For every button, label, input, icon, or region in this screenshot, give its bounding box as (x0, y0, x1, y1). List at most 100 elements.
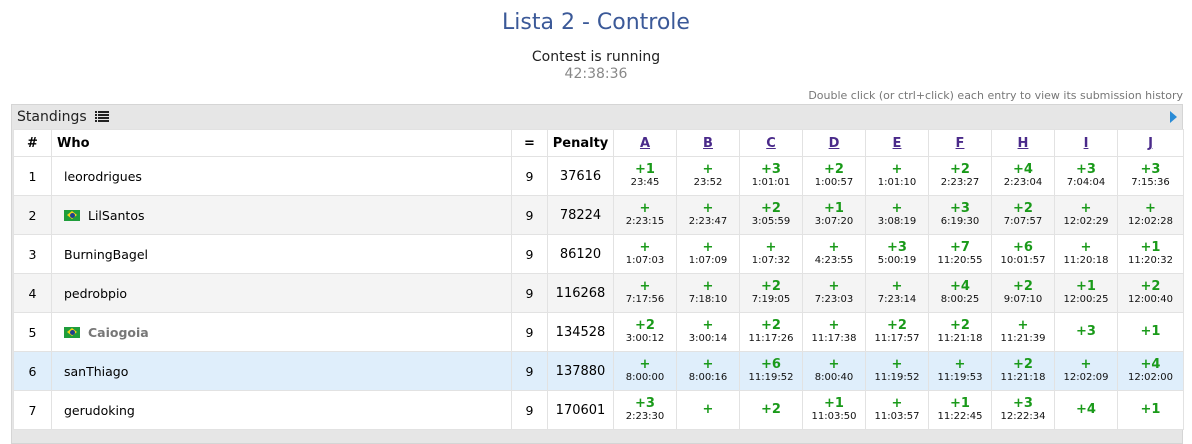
problem-cell[interactable]: +7:23:14 (865, 273, 929, 313)
col-problem-f[interactable]: F (928, 129, 992, 157)
arrow-right-icon[interactable] (1170, 111, 1177, 123)
table-row[interactable]: 2 LilSantos 9 78224 +2:23:15 +2:23:47 +2 3:05:5… (13, 195, 1184, 235)
problem-cell[interactable]: +3 6:19:30 (928, 195, 992, 235)
problem-cell[interactable]: +2 9:07:10 (991, 273, 1055, 313)
table-row[interactable]: 6 sanThiago 9 137880 +8:00:00 +8:00:16 +6 11:19… (13, 351, 1184, 391)
problem-link[interactable]: D (828, 135, 840, 151)
solve-time: 12:02:29 (1063, 216, 1109, 227)
problem-cell[interactable]: +4:23:55 (802, 234, 866, 274)
problem-cell[interactable]: +3 1:01:01 (739, 156, 803, 196)
problem-cell[interactable]: +2 3:05:59 (739, 195, 803, 235)
list-icon[interactable] (95, 106, 110, 130)
problem-cell[interactable]: + (676, 390, 740, 430)
problem-cell[interactable]: +2 (739, 390, 803, 430)
problem-cell[interactable]: +1 12:00:25 (1054, 273, 1118, 313)
problem-cell[interactable]: +3:00:14 (676, 312, 740, 352)
problem-cell[interactable]: +1:07:03 (613, 234, 677, 274)
problem-cell[interactable]: +7:17:56 (613, 273, 677, 313)
problem-link[interactable]: I (1083, 135, 1089, 151)
problem-cell[interactable]: +3:08:19 (865, 195, 929, 235)
col-problem-i[interactable]: I (1054, 129, 1118, 157)
problem-cell[interactable]: +3 7:15:36 (1117, 156, 1184, 196)
problem-cell[interactable]: +8:00:16 (676, 351, 740, 391)
problem-cell[interactable]: +2 12:00:40 (1117, 273, 1184, 313)
problem-cell[interactable]: +1:01:10 (865, 156, 929, 196)
contestant-cell[interactable]: pedrobpio (51, 273, 512, 313)
problem-cell[interactable]: +8:00:40 (802, 351, 866, 391)
problem-cell[interactable]: +3 7:04:04 (1054, 156, 1118, 196)
table-row[interactable]: 3 BurningBagel 9 86120 +1:07:03 +1:07:09 +1:07… (13, 234, 1184, 274)
problem-cell[interactable]: +3 12:22:34 (991, 390, 1055, 430)
table-row[interactable]: 1 leorodrigues 9 37616 +1 23:45 +23:52 +3 1:01:0… (13, 156, 1184, 196)
problem-cell[interactable]: +11:19:53 (928, 351, 992, 391)
contestant-cell[interactable]: Caiogoia (51, 312, 512, 352)
problem-cell[interactable]: +7:18:10 (676, 273, 740, 313)
problem-link[interactable]: F (955, 135, 965, 151)
contestant-cell[interactable]: sanThiago (51, 351, 512, 391)
table-row[interactable]: 4 pedrobpio 9 116268 +7:17:56 +7:18:10 +2 7:19:… (13, 273, 1184, 313)
problem-cell[interactable]: +6 11:19:52 (739, 351, 803, 391)
problem-link[interactable]: E (892, 135, 902, 151)
col-problem-b[interactable]: B (676, 129, 740, 157)
problem-cell[interactable]: +11:17:38 (802, 312, 866, 352)
problem-link[interactable]: B (703, 135, 713, 151)
col-problem-c[interactable]: C (739, 129, 803, 157)
problem-cell[interactable]: +12:02:28 (1117, 195, 1184, 235)
problem-cell[interactable]: +2 3:00:12 (613, 312, 677, 352)
problem-cell[interactable]: +4 12:02:00 (1117, 351, 1184, 391)
problem-link[interactable]: J (1148, 135, 1153, 151)
problem-cell[interactable]: +2 11:21:18 (928, 312, 992, 352)
problem-cell[interactable]: +2 1:00:57 (802, 156, 866, 196)
problem-cell[interactable]: +11:03:57 (865, 390, 929, 430)
problem-link[interactable]: C (766, 135, 776, 151)
problem-cell[interactable]: +1 23:45 (613, 156, 677, 196)
problem-cell[interactable]: +4 8:00:25 (928, 273, 992, 313)
problem-cell[interactable]: +12:02:09 (1054, 351, 1118, 391)
problem-cell[interactable]: +2 11:17:26 (739, 312, 803, 352)
problem-cell[interactable]: +2:23:15 (613, 195, 677, 235)
problem-cell[interactable]: +2:23:47 (676, 195, 740, 235)
attempts-label: +6 (761, 357, 781, 372)
col-problem-h[interactable]: H (991, 129, 1055, 157)
problem-cell[interactable]: +1 (1117, 390, 1184, 430)
problem-cell[interactable]: +2 7:07:57 (991, 195, 1055, 235)
problem-cell[interactable]: +1:07:32 (739, 234, 803, 274)
contestant-cell[interactable]: BurningBagel (51, 234, 512, 274)
solve-time: 2:23:04 (1003, 177, 1043, 188)
problem-cell[interactable]: +23:52 (676, 156, 740, 196)
problem-cell[interactable]: +7 11:20:55 (928, 234, 992, 274)
table-row[interactable]: 7 gerudoking 9 170601 +3 2:23:30 + +2 +1 11:03:50… (13, 390, 1184, 430)
problem-cell[interactable]: +3 (1054, 312, 1118, 352)
problem-cell[interactable]: +3 2:23:30 (613, 390, 677, 430)
problem-cell[interactable]: +12:02:29 (1054, 195, 1118, 235)
contestant-cell[interactable]: leorodrigues (51, 156, 512, 196)
contestant-cell[interactable]: gerudoking (51, 390, 512, 430)
problem-cell[interactable]: +2 7:19:05 (739, 273, 803, 313)
problem-cell[interactable]: +11:20:18 (1054, 234, 1118, 274)
problem-cell[interactable]: +11:21:39 (991, 312, 1055, 352)
col-problem-a[interactable]: A (613, 129, 677, 157)
problem-cell[interactable]: +3 5:00:19 (865, 234, 929, 274)
problem-cell[interactable]: +1 11:20:32 (1117, 234, 1184, 274)
col-problem-j[interactable]: J (1117, 129, 1184, 157)
col-problem-e[interactable]: E (865, 129, 929, 157)
col-problem-d[interactable]: D (802, 129, 866, 157)
table-row[interactable]: 5 Caiogoia 9 134528 +2 3:00:12 +3:00:14 +2 11:17… (13, 312, 1184, 352)
problem-cell[interactable]: +4 (1054, 390, 1118, 430)
problem-cell[interactable]: +1 3:07:20 (802, 195, 866, 235)
contestant-cell[interactable]: LilSantos (51, 195, 512, 235)
problem-cell[interactable]: +8:00:00 (613, 351, 677, 391)
problem-link[interactable]: A (639, 135, 651, 151)
problem-cell[interactable]: +2 2:23:27 (928, 156, 992, 196)
problem-cell[interactable]: +2 11:21:18 (991, 351, 1055, 391)
problem-cell[interactable]: +4 2:23:04 (991, 156, 1055, 196)
problem-cell[interactable]: +1 11:22:45 (928, 390, 992, 430)
problem-cell[interactable]: +1:07:09 (676, 234, 740, 274)
problem-cell[interactable]: +1 (1117, 312, 1184, 352)
problem-link[interactable]: H (1017, 135, 1029, 151)
problem-cell[interactable]: +1 11:03:50 (802, 390, 866, 430)
problem-cell[interactable]: +11:19:52 (865, 351, 929, 391)
problem-cell[interactable]: +6 10:01:57 (991, 234, 1055, 274)
problem-cell[interactable]: +2 11:17:57 (865, 312, 929, 352)
problem-cell[interactable]: +7:23:03 (802, 273, 866, 313)
